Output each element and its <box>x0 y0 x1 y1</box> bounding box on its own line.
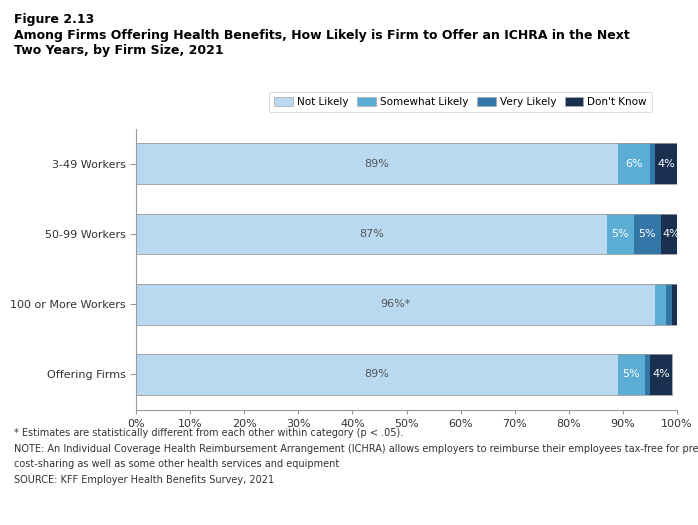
Text: 87%: 87% <box>359 229 384 239</box>
Bar <box>634 214 661 254</box>
Bar <box>136 354 671 395</box>
Bar <box>136 284 655 324</box>
Bar <box>671 284 677 324</box>
Bar <box>618 143 650 184</box>
Bar <box>136 354 618 395</box>
Bar <box>136 143 618 184</box>
Bar <box>136 143 677 184</box>
Text: NOTE: An Individual Coverage Health Reimbursement Arrangement (ICHRA) allows emp: NOTE: An Individual Coverage Health Reim… <box>14 444 698 454</box>
Text: 4%: 4% <box>663 229 681 239</box>
Bar <box>136 214 607 254</box>
Text: 89%: 89% <box>364 159 389 169</box>
Bar <box>136 214 683 254</box>
Bar <box>650 354 671 395</box>
Bar <box>661 214 683 254</box>
Text: * Estimates are statistically different from each other within category (p < .05: * Estimates are statistically different … <box>14 428 403 438</box>
Text: 5%: 5% <box>611 229 629 239</box>
Bar <box>618 354 644 395</box>
Bar <box>644 354 650 395</box>
Legend: Not Likely, Somewhat Likely, Very Likely, Don't Know: Not Likely, Somewhat Likely, Very Likely… <box>269 91 652 112</box>
Bar <box>650 143 655 184</box>
Bar <box>655 143 677 184</box>
Text: 6%: 6% <box>625 159 643 169</box>
Text: 5%: 5% <box>639 229 656 239</box>
Text: 4%: 4% <box>652 370 669 380</box>
Text: Figure 2.13: Figure 2.13 <box>14 13 94 26</box>
Bar <box>655 284 666 324</box>
Text: cost-sharing as well as some other health services and equipment: cost-sharing as well as some other healt… <box>14 459 339 469</box>
Bar <box>136 284 677 324</box>
Text: 4%: 4% <box>658 159 675 169</box>
Text: 5%: 5% <box>622 370 640 380</box>
Text: 96%*: 96%* <box>380 299 411 309</box>
Bar <box>666 284 671 324</box>
Text: 89%: 89% <box>364 370 389 380</box>
Bar <box>607 214 634 254</box>
Text: SOURCE: KFF Employer Health Benefits Survey, 2021: SOURCE: KFF Employer Health Benefits Sur… <box>14 475 274 485</box>
Text: Among Firms Offering Health Benefits, How Likely is Firm to Offer an ICHRA in th: Among Firms Offering Health Benefits, Ho… <box>14 29 630 57</box>
